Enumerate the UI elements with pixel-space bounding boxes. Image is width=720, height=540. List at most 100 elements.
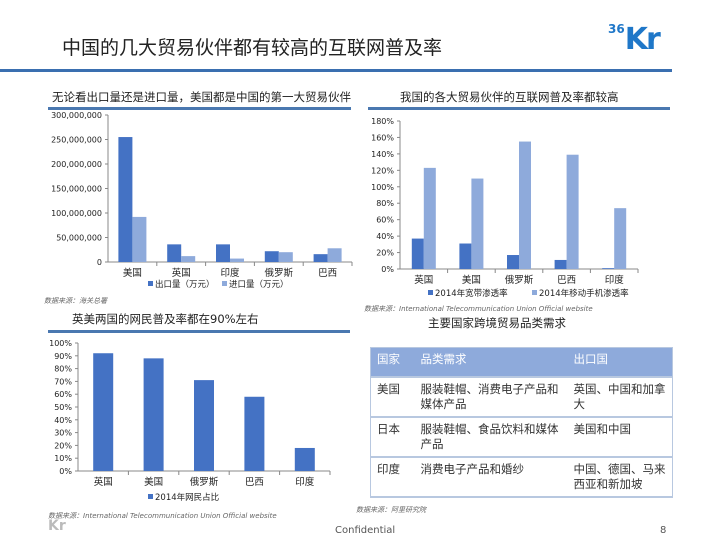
chart3-title: 英美两国的网民普及率都在90%左右 xyxy=(72,312,259,326)
table-row: 日本 服装鞋帽、食品饮料和媒体产品 美国和中国 xyxy=(370,417,673,458)
y-tick-label: 50,000,000 xyxy=(56,234,102,243)
logo-sup: 36 xyxy=(608,22,625,36)
bar-美国-2 xyxy=(471,178,484,269)
y-tick-label: 60% xyxy=(376,216,394,225)
legend-label: 2014年移动手机渗透率 xyxy=(539,288,629,299)
header-country: 国家 xyxy=(370,347,415,378)
y-tick-label: 100% xyxy=(49,339,72,348)
y-tick-label: 80% xyxy=(54,365,72,374)
table-row: 印度 消费电子产品和婚纱 中国、德国、马来西亚和新加坡 xyxy=(370,457,673,498)
cell-country: 日本 xyxy=(370,417,415,458)
bar-印度-2 xyxy=(614,208,627,269)
bar-美国-1 xyxy=(143,358,164,471)
bar-英国-1 xyxy=(411,238,424,269)
legend-swatch xyxy=(428,290,433,295)
x-tick-label: 英国 xyxy=(172,267,191,279)
bar-巴西-1 xyxy=(244,396,265,471)
bar-英国-2 xyxy=(423,167,436,269)
x-tick-label: 巴西 xyxy=(245,477,264,488)
bar-英国-2 xyxy=(181,256,196,262)
chart1-title: 无论看出口量还是进口量，美国都是中国的第一大贸易伙伴 xyxy=(52,90,351,104)
bar-印度-1 xyxy=(294,447,315,471)
table-header-row: 国家 品类需求 出口国 xyxy=(370,347,673,378)
cell-category: 消费电子产品和婚纱 xyxy=(414,457,568,498)
bar-美国-1 xyxy=(118,137,133,262)
chart2-internet-penetration: 0% 20% 40% 60% 80% 100% 120% 140% 160% 180% 英国 美国 俄罗… xyxy=(371,117,639,299)
bar-俄罗斯-1 xyxy=(264,251,279,262)
y-tick-label: 30% xyxy=(54,429,72,438)
chart1-export-import: 0 50,000,000 100,000,000 150,000,000 200,000… xyxy=(51,111,353,290)
x-tick-label: 英国 xyxy=(94,476,113,488)
header-exporters: 出口国 xyxy=(567,347,673,378)
y-tick-label: 100,000,000 xyxy=(51,209,102,218)
chart2-divider xyxy=(368,107,670,110)
y-tick-label: 100% xyxy=(371,183,394,192)
cell-category: 服装鞋帽、食品饮料和媒体产品 xyxy=(414,417,568,458)
y-tick-label: 160% xyxy=(371,133,394,142)
bar-巴西-2 xyxy=(327,248,342,262)
y-tick-label: 0 xyxy=(97,258,102,267)
chart3-netizen-share: 0% 10% 20% 30% 40% 50% 60% 70% 80% 90% 100% 英国 美国 俄罗斯… xyxy=(49,339,331,503)
y-tick-label: 140% xyxy=(371,150,394,159)
bar-巴西-2 xyxy=(566,154,579,269)
chart3-source: 数据来源：International Telecommunication Uni… xyxy=(48,512,277,520)
cell-country: 美国 xyxy=(370,377,415,418)
x-tick-label: 巴西 xyxy=(557,275,576,286)
bar-俄罗斯-1 xyxy=(507,255,519,269)
36kr-logo: 36Kr xyxy=(608,22,661,57)
cell-category: 服装鞋帽、消费电子产品和媒体产品 xyxy=(414,377,568,418)
legend-swatch xyxy=(148,494,153,499)
x-tick-label: 俄罗斯 xyxy=(505,274,534,286)
legend-label: 2014年宽带渗透率 xyxy=(435,288,508,299)
x-tick-label: 美国 xyxy=(462,274,481,286)
legend-label: 出口量（万元） xyxy=(155,279,215,290)
legend-swatch xyxy=(148,281,153,286)
y-tick-label: 80% xyxy=(376,199,394,208)
cell-exporters: 中国、德国、马来西亚和新加坡 xyxy=(567,457,673,498)
y-tick-label: 40% xyxy=(54,416,72,425)
y-tick-label: 20% xyxy=(54,441,72,450)
y-tick-label: 120% xyxy=(371,166,394,175)
y-tick-label: 250,000,000 xyxy=(51,136,102,145)
legend-label: 2014年网民占比 xyxy=(155,492,219,503)
cell-exporters: 美国和中国 xyxy=(567,417,673,458)
bar-俄罗斯-2 xyxy=(278,252,293,262)
legend-swatch xyxy=(532,290,537,295)
cell-exporters: 英国、中国和加拿大 xyxy=(567,377,673,418)
y-tick-label: 150,000,000 xyxy=(51,185,102,194)
bar-印度-2 xyxy=(230,258,244,262)
bar-美国-1 xyxy=(459,243,472,269)
bar-俄罗斯-2 xyxy=(519,141,531,269)
bar-印度-1 xyxy=(602,268,615,269)
bar-巴西-1 xyxy=(554,259,567,269)
y-tick-label: 60% xyxy=(54,390,72,399)
y-tick-label: 70% xyxy=(54,377,72,386)
bar-英国-1 xyxy=(93,353,114,471)
bar-英国-1 xyxy=(167,244,182,262)
chart3-divider xyxy=(48,330,350,333)
y-tick-label: 0% xyxy=(381,265,394,274)
page-number: 8 xyxy=(660,525,667,536)
bar-美国-2 xyxy=(132,216,147,262)
x-tick-label: 印度 xyxy=(220,267,240,279)
y-tick-label: 180% xyxy=(371,117,394,126)
bar-俄罗斯-1 xyxy=(194,380,214,471)
table-row: 美国 服装鞋帽、消费电子产品和媒体产品 英国、中国和加拿大 xyxy=(370,377,673,418)
x-tick-label: 英国 xyxy=(414,274,433,286)
x-tick-label: 俄罗斯 xyxy=(265,267,294,279)
footer-logo: Kr xyxy=(48,518,66,534)
chart2-source: 数据来源：International Telecommunication Uni… xyxy=(364,305,593,313)
header-category: 品类需求 xyxy=(414,347,568,378)
slide-title: 中国的几大贸易伙伴都有较高的互联网普及率 xyxy=(62,37,443,59)
y-tick-label: 10% xyxy=(54,454,72,463)
y-tick-label: 20% xyxy=(376,249,394,258)
x-tick-label: 美国 xyxy=(123,267,142,279)
x-tick-label: 巴西 xyxy=(318,268,337,279)
bar-巴西-1 xyxy=(313,254,328,262)
table-source: 数据来源：阿里研究院 xyxy=(356,506,426,514)
chart2-title: 我国的各大贸易伙伴的互联网普及率都较高 xyxy=(400,90,619,104)
legend-swatch xyxy=(222,281,227,286)
legend-label: 进口量（万元） xyxy=(229,279,289,290)
trade-demand-table: 国家 品类需求 出口国 美国 服装鞋帽、消费电子产品和媒体产品 英国、中国和加拿… xyxy=(370,347,673,498)
